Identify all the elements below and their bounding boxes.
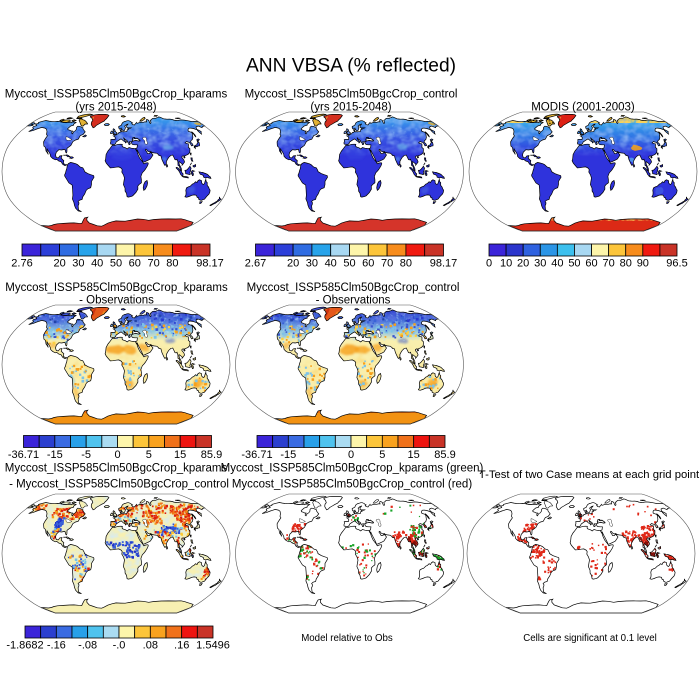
svg-text:85.9: 85.9 xyxy=(434,449,455,461)
svg-text:Cells are significant at 0.1 l: Cells are significant at 0.1 level xyxy=(523,633,657,644)
svg-text:20: 20 xyxy=(517,258,529,270)
svg-text:-36.71: -36.71 xyxy=(241,449,272,461)
svg-text:98.17: 98.17 xyxy=(196,258,224,270)
svg-text:-15: -15 xyxy=(47,449,63,461)
svg-text:2.67: 2.67 xyxy=(245,258,266,270)
svg-text:20: 20 xyxy=(53,258,65,270)
svg-text:15: 15 xyxy=(174,449,186,461)
svg-text:-5: -5 xyxy=(315,449,325,461)
svg-text:Myccost_ISSP585Clm50BgcCrop_co: Myccost_ISSP585Clm50BgcCrop_control xyxy=(247,282,460,294)
svg-text:Myccost_ISSP585Clm50BgcCrop_kp: Myccost_ISSP585Clm50BgcCrop_kparams (gre… xyxy=(221,463,484,475)
svg-text:0: 0 xyxy=(486,258,492,270)
svg-text:15: 15 xyxy=(408,449,420,461)
svg-text:Myccost_ISSP585Clm50BgcCrop_kp: Myccost_ISSP585Clm50BgcCrop_kparams xyxy=(5,282,228,294)
svg-text:- Observations: - Observations xyxy=(316,295,391,307)
svg-text:80: 80 xyxy=(166,258,178,270)
svg-text:Myccost_ISSP585Clm50BgcCrop_kp: Myccost_ISSP585Clm50BgcCrop_kparams xyxy=(5,89,228,101)
svg-text:0: 0 xyxy=(114,449,120,461)
svg-text:(yrs 2015-2048): (yrs 2015-2048) xyxy=(75,102,156,114)
svg-text:.16: .16 xyxy=(174,640,189,652)
svg-text:ANN VBSA (% reflected): ANN VBSA (% reflected) xyxy=(246,56,456,77)
svg-text:-15: -15 xyxy=(280,449,296,461)
svg-text:60: 60 xyxy=(362,258,374,270)
svg-text:90: 90 xyxy=(637,258,649,270)
svg-text:96.5: 96.5 xyxy=(666,258,687,270)
svg-text:.08: .08 xyxy=(143,640,158,652)
svg-text:-5: -5 xyxy=(81,449,91,461)
svg-text:-.0: -.0 xyxy=(113,640,126,652)
svg-text:Model relative to Obs: Model relative to Obs xyxy=(301,633,393,644)
svg-text:30: 30 xyxy=(534,258,546,270)
svg-text:5: 5 xyxy=(146,449,152,461)
svg-text:70: 70 xyxy=(381,258,393,270)
svg-text:60: 60 xyxy=(585,258,597,270)
svg-text:-1.8682: -1.8682 xyxy=(6,640,43,652)
svg-text:50: 50 xyxy=(568,258,580,270)
svg-text:30: 30 xyxy=(72,258,84,270)
svg-text:(yrs 2015-2048): (yrs 2015-2048) xyxy=(310,102,391,114)
svg-text:30: 30 xyxy=(306,258,318,270)
svg-text:80: 80 xyxy=(620,258,632,270)
svg-text:- Myccost_ISSP585Clm50BgcCrop_: - Myccost_ISSP585Clm50BgcCrop_control xyxy=(9,479,229,491)
svg-text:70: 70 xyxy=(603,258,615,270)
svg-text:85.9: 85.9 xyxy=(201,449,222,461)
svg-text:40: 40 xyxy=(551,258,563,270)
svg-text:20: 20 xyxy=(287,258,299,270)
svg-text:1.5496: 1.5496 xyxy=(196,640,230,652)
svg-text:-.08: -.08 xyxy=(78,640,97,652)
svg-text:0: 0 xyxy=(348,449,354,461)
svg-text:T-Test of two Case means at ea: T-Test of two Case means at each grid po… xyxy=(479,469,700,481)
svg-text:40: 40 xyxy=(325,258,337,270)
svg-text:5: 5 xyxy=(379,449,385,461)
svg-text:Myccost_ISSP585Clm50BgcCrop_co: Myccost_ISSP585Clm50BgcCrop_control (red… xyxy=(232,479,472,491)
svg-text:2.76: 2.76 xyxy=(11,258,32,270)
svg-text:98.17: 98.17 xyxy=(430,258,458,270)
svg-text:Myccost_ISSP585Clm50BgcCrop_kp: Myccost_ISSP585Clm50BgcCrop_kparams xyxy=(5,463,228,475)
svg-text:50: 50 xyxy=(110,258,122,270)
svg-text:10: 10 xyxy=(500,258,512,270)
svg-text:MODIS (2001-2003): MODIS (2001-2003) xyxy=(531,102,635,114)
svg-text:-.16: -.16 xyxy=(47,640,66,652)
svg-text:Myccost_ISSP585Clm50BgcCrop_co: Myccost_ISSP585Clm50BgcCrop_control xyxy=(245,89,458,101)
svg-text:- Observations: - Observations xyxy=(79,295,154,307)
svg-text:50: 50 xyxy=(343,258,355,270)
svg-text:70: 70 xyxy=(147,258,159,270)
svg-text:40: 40 xyxy=(91,258,103,270)
svg-text:60: 60 xyxy=(129,258,141,270)
svg-text:80: 80 xyxy=(400,258,412,270)
svg-text:-36.71: -36.71 xyxy=(8,449,39,461)
